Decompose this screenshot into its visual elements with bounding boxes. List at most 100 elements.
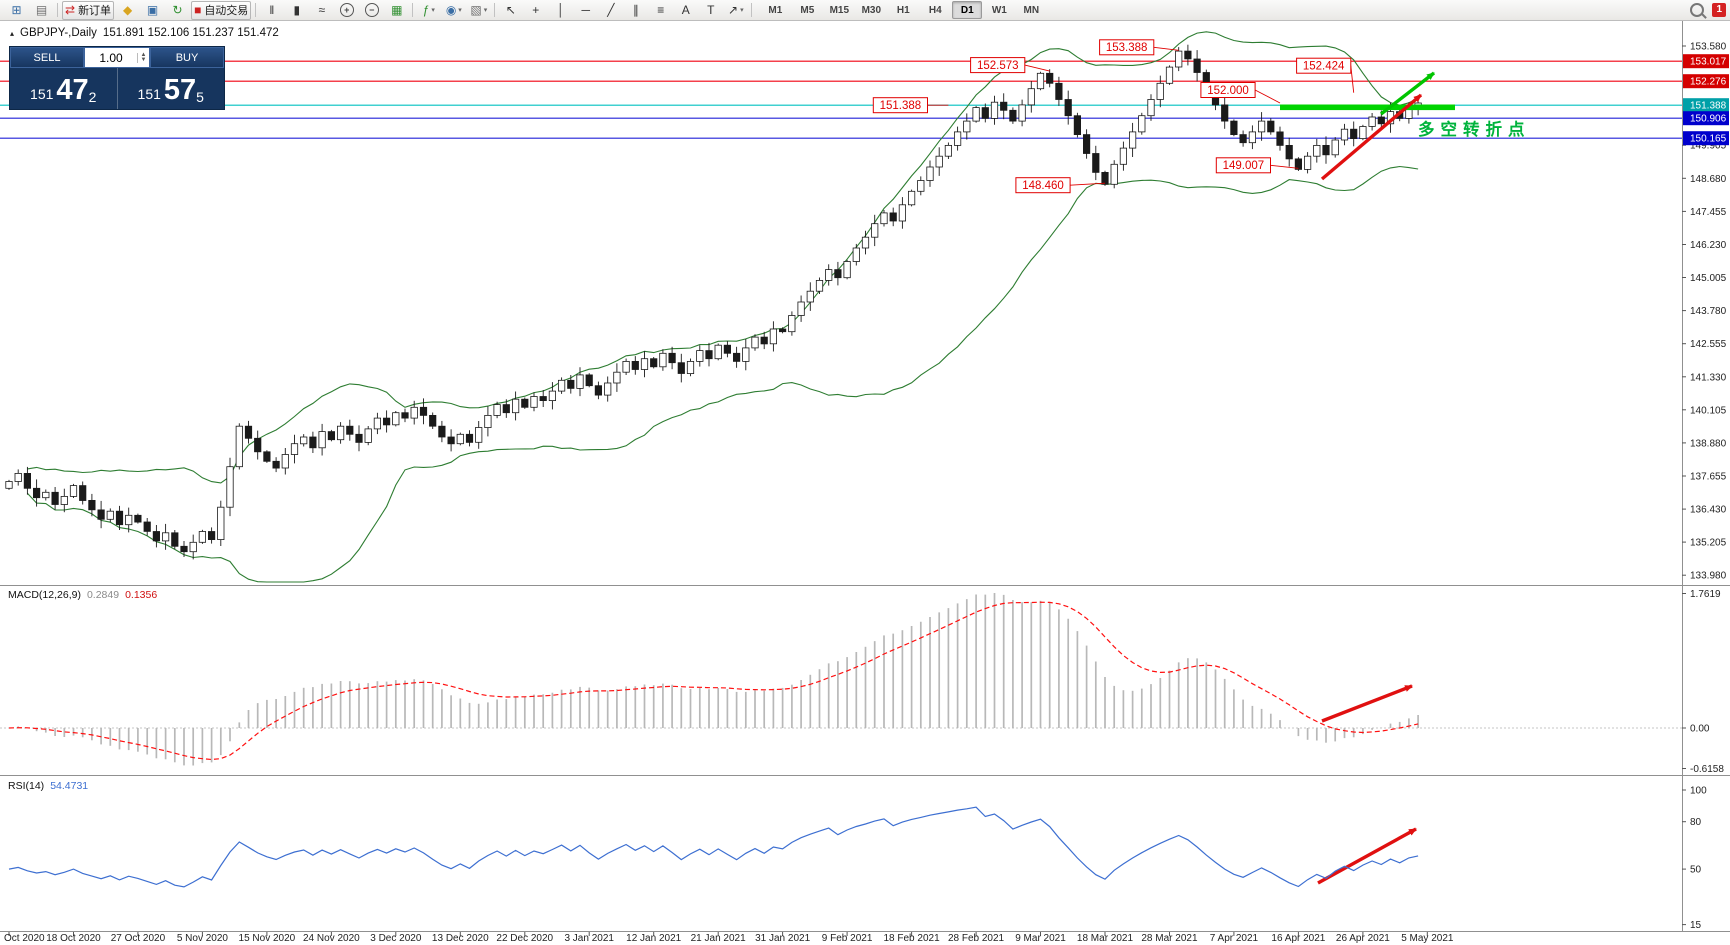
crosshair-icon: +	[532, 3, 540, 17]
trendline-icon[interactable]: ╱	[599, 1, 622, 20]
toolbar-separator	[255, 3, 257, 17]
refresh-icon[interactable]: ↻	[166, 1, 189, 20]
toolbar-separator	[57, 3, 58, 17]
timeframe-MN[interactable]: MN	[1023, 4, 1040, 16]
svg-text:151.388: 151.388	[1690, 101, 1727, 112]
timeframe-M5[interactable]: M5	[800, 4, 815, 16]
sell-price[interactable]: 151 47 2	[10, 68, 117, 109]
timeframe-H4[interactable]: H4	[928, 4, 942, 16]
templates-icon: ▧	[470, 3, 482, 17]
svg-text:153.388: 153.388	[1106, 42, 1148, 54]
text-icon[interactable]: A	[674, 1, 697, 20]
timeframe-D1[interactable]: D1	[952, 1, 983, 19]
profiles-icon[interactable]: ▤	[30, 1, 53, 20]
svg-text:146.230: 146.230	[1690, 240, 1727, 251]
toolbar-separator	[751, 3, 753, 17]
crosshair-icon[interactable]: +	[524, 1, 547, 20]
callout-148.460[interactable]	[1015, 177, 1071, 194]
tile-windows-icon[interactable]: ▦	[385, 1, 408, 20]
callout-152.573[interactable]	[970, 57, 1026, 74]
indicators-icon[interactable]: ƒ ▾	[417, 1, 440, 20]
callout-152.424[interactable]	[1296, 57, 1352, 74]
breakout-arrow[interactable]	[1379, 71, 1436, 116]
toolbar: ⊞ ▤ ⇄ 新订单 ◆ ▣ ↻ ■ 自动交易 ‖ ▮ ≈ + − ▦ ƒ ▾ ◉ ▾ ▧ ▾ ↖ + │ ─ ╱ ∥ ≡ A T ↗ ▾ M1 M…	[0, 0, 1730, 21]
lot-size-input[interactable]: 1.00 ▲ ▼	[84, 47, 150, 68]
svg-text:80: 80	[1690, 817, 1702, 828]
candlesticks	[5, 44, 1422, 560]
buy-price[interactable]: 151 57 5	[116, 68, 225, 109]
svg-text:31 Jan 2021: 31 Jan 2021	[755, 933, 810, 944]
sell-button[interactable]: SELL	[10, 47, 84, 68]
channel-icon[interactable]: ∥	[624, 1, 647, 20]
line-chart-icon[interactable]: ≈	[310, 1, 333, 20]
candle-chart-icon[interactable]: ▮	[285, 1, 308, 20]
zoom-in-icon[interactable]: +	[335, 1, 358, 20]
notification-badge[interactable]: 1	[1712, 3, 1726, 17]
turning-point-label[interactable]: 多空转折点	[1418, 119, 1531, 139]
bar-chart-icon: ‖	[269, 3, 275, 17]
vertical-line-icon[interactable]: │	[549, 1, 572, 20]
lot-up-icon[interactable]: ▲	[140, 51, 147, 58]
toolbar-separator	[494, 3, 496, 17]
svg-text:138.880: 138.880	[1690, 438, 1727, 449]
new-chart-window-icon[interactable]: ⊞	[5, 1, 28, 20]
sell-price-big: 47	[56, 74, 89, 107]
arrows-icon[interactable]: ↗ ▾	[724, 1, 747, 20]
callout-149.007[interactable]	[1215, 157, 1272, 174]
support-zone[interactable]	[1280, 104, 1455, 111]
timeframe-group: M1 M5 M15 M30 H1 H4 D1 W1 MN	[759, 1, 1047, 19]
label-icon[interactable]: T	[699, 1, 722, 20]
svg-text:21 Jan 2021: 21 Jan 2021	[691, 933, 746, 944]
scripts-icon[interactable]: ◆	[116, 1, 139, 20]
lot-stepper[interactable]: ▲ ▼	[137, 51, 149, 63]
fibonacci-icon[interactable]: ≡	[649, 1, 672, 20]
svg-text:147.455: 147.455	[1690, 207, 1727, 218]
svg-text:149.007: 149.007	[1223, 160, 1265, 172]
autotrading-button[interactable]: ■ 自动交易	[191, 0, 252, 20]
lot-size-value: 1.00	[99, 50, 123, 65]
timeframe-M30[interactable]: M30	[861, 4, 882, 16]
horizontal-line-icon: ─	[581, 3, 591, 17]
profiles-icon: ▤	[35, 3, 48, 17]
templates-icon[interactable]: ▧ ▾	[467, 1, 490, 20]
cursor-icon[interactable]: ↖	[499, 1, 522, 20]
timeframe-H1[interactable]: H1	[896, 4, 910, 16]
svg-text:27 Oct 2020: 27 Oct 2020	[111, 933, 166, 944]
price-trend-arrow[interactable]	[1320, 93, 1423, 181]
lot-down-icon[interactable]: ▼	[140, 56, 147, 63]
callout-152.000[interactable]	[1200, 82, 1256, 98]
timeframe-M15[interactable]: M15	[829, 4, 850, 16]
callout-153.388[interactable]	[1099, 39, 1155, 56]
label-icon: T	[707, 3, 715, 17]
rsi-trend-arrow[interactable]	[1317, 827, 1417, 885]
svg-text:26 Apr 2021: 26 Apr 2021	[1336, 933, 1390, 944]
new-chart-window-icon: ⊞	[11, 3, 22, 17]
drawn-arrows[interactable]	[1317, 71, 1436, 885]
buy-price-big: 57	[163, 74, 197, 107]
periods-icon: ◉	[445, 3, 457, 17]
svg-text:152.424: 152.424	[1303, 61, 1345, 73]
rsi-label: RSI(14) 54.4731	[8, 780, 88, 792]
price-callouts[interactable]: 153.388 152.573 152.424 152.000 151.388 149.0…	[872, 39, 1355, 194]
macd-trend-arrow[interactable]	[1321, 684, 1413, 723]
svg-text:143.780: 143.780	[1690, 306, 1727, 317]
timeframe-W1[interactable]: W1	[991, 4, 1007, 16]
periods-icon[interactable]: ◉ ▾	[442, 1, 465, 20]
line-chart-icon: ≈	[318, 3, 326, 17]
bar-chart-icon[interactable]: ‖	[260, 1, 283, 20]
callout-151.388[interactable]	[872, 97, 928, 114]
new-order-button[interactable]: ⇄ 新订单	[62, 0, 115, 20]
zoom-out-icon[interactable]: −	[360, 1, 383, 20]
print-icon[interactable]: ▣	[141, 1, 164, 20]
buy-button[interactable]: BUY	[150, 47, 224, 68]
search-icon[interactable]	[1690, 3, 1705, 17]
candle-chart-icon: ▮	[293, 3, 301, 17]
svg-text:135.205: 135.205	[1690, 538, 1727, 549]
expand-icon[interactable]: ▴	[10, 28, 15, 38]
svg-text:153.017: 153.017	[1690, 57, 1727, 68]
chevron-down-icon: ▾	[483, 7, 488, 14]
horizontal-level-lines[interactable]	[0, 60, 1682, 139]
horizontal-line-icon[interactable]: ─	[574, 1, 597, 20]
timeframe-M1[interactable]: M1	[768, 4, 783, 16]
